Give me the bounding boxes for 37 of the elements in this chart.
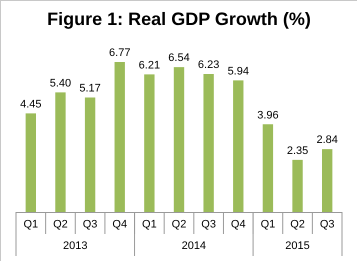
x-tick-label: Q1 bbox=[142, 218, 157, 230]
data-label: 2.35 bbox=[286, 144, 308, 157]
x-tick-label: Q3 bbox=[82, 218, 98, 230]
bar bbox=[84, 97, 96, 212]
bar bbox=[26, 113, 36, 212]
data-label: 3.96 bbox=[257, 109, 279, 122]
x-tick-label: Q4 bbox=[230, 218, 246, 230]
data-label: 6.77 bbox=[109, 47, 130, 59]
data-label: 5.17 bbox=[79, 82, 101, 94]
bar bbox=[174, 67, 184, 212]
data-label: 2.84 bbox=[316, 134, 338, 146]
x-tick-label: Q2 bbox=[290, 218, 305, 230]
bar bbox=[322, 149, 332, 212]
bar bbox=[262, 124, 274, 212]
data-label: 6.54 bbox=[168, 52, 190, 64]
x-tick-label: Q3 bbox=[201, 218, 216, 230]
x-tick-label: Q2 bbox=[172, 218, 186, 230]
bar bbox=[203, 74, 214, 212]
bar bbox=[233, 80, 244, 212]
x-tick-label: Q2 bbox=[53, 218, 68, 230]
data-label: 6.21 bbox=[138, 59, 160, 72]
text: 2013 bbox=[63, 240, 88, 252]
bar bbox=[55, 92, 66, 212]
x-tick-label: Q1 bbox=[260, 218, 276, 230]
data-label: 5.40 bbox=[50, 77, 72, 90]
bar bbox=[292, 160, 303, 212]
x-tick-label: Q3 bbox=[320, 218, 335, 230]
text: 2014 bbox=[182, 240, 206, 252]
text: 2015 bbox=[285, 240, 310, 252]
data-label: 5.94 bbox=[228, 65, 249, 78]
x-tick-label: Q1 bbox=[23, 218, 38, 230]
x-tick-label: Q4 bbox=[112, 218, 128, 230]
data-label: 4.45 bbox=[20, 98, 42, 110]
bar bbox=[114, 62, 125, 212]
bar bbox=[144, 74, 155, 212]
data-label: 6.23 bbox=[198, 58, 220, 71]
chart-title: Figure 1: Real GDP Growth (%) bbox=[47, 9, 311, 29]
